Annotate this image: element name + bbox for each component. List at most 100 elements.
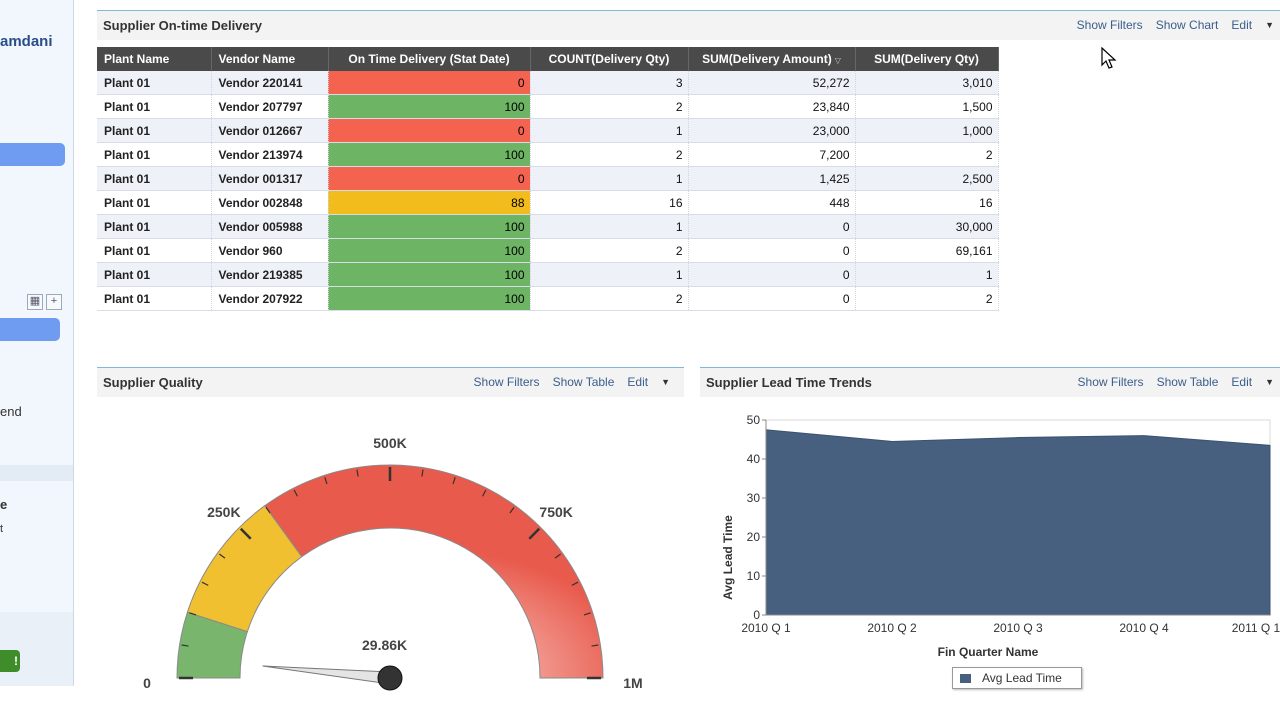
chevron-down-icon[interactable]: ▼ bbox=[1265, 20, 1274, 30]
table-row[interactable]: Plant 01 Vendor 220141 0 3 52,272 3,010 bbox=[97, 71, 999, 95]
column-header-count[interactable]: COUNT(Delivery Qty) bbox=[530, 47, 689, 71]
cell-plant: Plant 01 bbox=[97, 166, 212, 191]
chevron-down-icon[interactable]: ▼ bbox=[1265, 377, 1274, 387]
edit-link[interactable]: Edit bbox=[1231, 18, 1253, 32]
cell-otd-status: 100 bbox=[328, 262, 531, 287]
gauge-minor-tick bbox=[509, 506, 515, 514]
sidebar-text-t: t bbox=[0, 523, 4, 535]
cell-plant: Plant 01 bbox=[97, 286, 212, 311]
gauge-minor-tick bbox=[201, 581, 209, 586]
cell-amount: 52,272 bbox=[688, 71, 856, 95]
sidebar-text-e: e bbox=[0, 497, 8, 512]
sidebar-selected-item-2[interactable] bbox=[0, 318, 60, 341]
cell-amount: 0 bbox=[688, 262, 856, 287]
gauge-band-2 bbox=[264, 464, 604, 679]
cell-vendor: Vendor 960 bbox=[211, 238, 329, 263]
area-series-avg-lead-time[interactable] bbox=[765, 429, 1271, 616]
cell-otd-status: 0 bbox=[328, 71, 531, 95]
column-header-amount[interactable]: SUM(Delivery Amount) ▽ bbox=[688, 47, 856, 71]
lead-panel-header: Supplier Lead Time Trends Show Filters S… bbox=[700, 367, 1280, 397]
cell-plant: Plant 01 bbox=[97, 262, 212, 287]
quality-panel-actions: Show Filters Show Table Edit ▼ bbox=[474, 375, 684, 389]
cell-vendor: Vendor 213974 bbox=[211, 142, 329, 167]
column-header-vendor[interactable]: Vendor Name bbox=[211, 47, 329, 71]
gauge-minor-tick bbox=[482, 489, 487, 497]
sort-descending-icon[interactable]: ▽ bbox=[834, 56, 841, 65]
table-row[interactable]: Plant 01 Vendor 012667 0 1 23,000 1,000 bbox=[97, 118, 999, 143]
column-header-qty[interactable]: SUM(Delivery Qty) bbox=[855, 47, 999, 71]
cell-qty: 2 bbox=[855, 286, 999, 311]
table-icon[interactable]: ▦ bbox=[27, 294, 43, 310]
y-tick-label: 0 bbox=[753, 608, 760, 622]
column-header-plant[interactable]: Plant Name bbox=[97, 47, 212, 71]
show-table-link[interactable]: Show Table bbox=[552, 375, 615, 389]
y-tick-label: 50 bbox=[747, 413, 761, 427]
cell-qty: 69,161 bbox=[855, 238, 999, 263]
delivery-panel-title: Supplier On-time Delivery bbox=[103, 18, 262, 33]
cell-amount: 23,000 bbox=[688, 118, 856, 143]
table-row[interactable]: Plant 01 Vendor 207797 100 2 23,840 1,500 bbox=[97, 94, 999, 119]
cell-count: 1 bbox=[530, 262, 689, 287]
show-filters-link[interactable]: Show Filters bbox=[473, 375, 540, 389]
gauge-minor-tick bbox=[324, 477, 328, 485]
plus-icon[interactable]: + bbox=[46, 294, 62, 310]
sidebar-text-end[interactable]: end bbox=[0, 404, 22, 419]
table-row[interactable]: Plant 01 Vendor 213974 100 2 7,200 2 bbox=[97, 142, 999, 167]
cell-amount: 1,425 bbox=[688, 166, 856, 191]
cell-otd-status: 100 bbox=[328, 94, 531, 119]
column-header-otd[interactable]: On Time Delivery (Stat Date) bbox=[328, 47, 531, 71]
chevron-down-icon[interactable]: ▼ bbox=[661, 377, 670, 387]
gauge-major-tick bbox=[528, 527, 541, 540]
gauge-needle bbox=[262, 665, 392, 685]
show-filters-link[interactable]: Show Filters bbox=[1076, 18, 1143, 32]
sidebar-selected-item[interactable] bbox=[0, 143, 65, 166]
cell-qty: 3,010 bbox=[855, 71, 999, 95]
table-row[interactable]: Plant 01 Vendor 001317 0 1 1,425 2,500 bbox=[97, 166, 999, 191]
cell-otd-status: 100 bbox=[328, 238, 531, 263]
show-table-link[interactable]: Show Table bbox=[1156, 375, 1219, 389]
table-row[interactable]: Plant 01 Vendor 002848 88 16 448 16 bbox=[97, 190, 999, 215]
left-sidebar: amdani ▦ + end e t ! bbox=[0, 0, 74, 686]
cell-qty: 1,000 bbox=[855, 118, 999, 143]
cell-qty: 1,500 bbox=[855, 94, 999, 119]
table-row[interactable]: Plant 01 Vendor 005988 100 1 0 30,000 bbox=[97, 214, 999, 239]
cell-otd-status: 100 bbox=[328, 286, 531, 311]
table-row[interactable]: Plant 01 Vendor 219385 100 1 0 1 bbox=[97, 262, 999, 287]
x-axis-title: Fin Quarter Name bbox=[938, 645, 1039, 659]
gauge-minor-tick bbox=[265, 506, 271, 514]
show-chart-link[interactable]: Show Chart bbox=[1155, 18, 1219, 32]
edit-link[interactable]: Edit bbox=[1231, 375, 1253, 389]
table-row[interactable]: Plant 01 Vendor 960 100 2 0 69,161 bbox=[97, 238, 999, 263]
gauge-minor-tick bbox=[293, 489, 298, 497]
cell-qty: 16 bbox=[855, 190, 999, 215]
cell-plant: Plant 01 bbox=[97, 190, 212, 215]
cell-qty: 1 bbox=[855, 262, 999, 287]
cell-count: 2 bbox=[530, 142, 689, 167]
gauge-minor-tick bbox=[181, 644, 189, 647]
gauge-tick-label: 500K bbox=[373, 435, 406, 451]
y-axis-title: Avg Lead Time bbox=[721, 515, 735, 600]
gauge-minor-tick bbox=[421, 469, 424, 477]
cell-qty: 2 bbox=[855, 142, 999, 167]
cell-count: 16 bbox=[530, 190, 689, 215]
cell-otd-status: 0 bbox=[328, 118, 531, 143]
cell-vendor: Vendor 207922 bbox=[211, 286, 329, 311]
sidebar-green-button[interactable]: ! bbox=[0, 650, 20, 672]
cell-count: 2 bbox=[530, 286, 689, 311]
chart-legend[interactable]: Avg Lead Time bbox=[952, 667, 1082, 689]
gauge-minor-tick bbox=[583, 612, 591, 616]
quality-panel-header: Supplier Quality Show Filters Show Table… bbox=[97, 367, 684, 397]
cell-plant: Plant 01 bbox=[97, 118, 212, 143]
gauge-minor-tick bbox=[554, 553, 562, 559]
gauge-tick-label: 1M bbox=[623, 675, 642, 691]
cell-count: 2 bbox=[530, 238, 689, 263]
cell-qty: 2,500 bbox=[855, 166, 999, 191]
gauge-minor-tick bbox=[571, 581, 579, 586]
show-filters-link[interactable]: Show Filters bbox=[1077, 375, 1144, 389]
gauge-tick-label: 0 bbox=[143, 675, 151, 691]
cell-amount: 23,840 bbox=[688, 94, 856, 119]
gauge-minor-tick bbox=[356, 469, 359, 477]
mouse-cursor-icon bbox=[1101, 47, 1117, 69]
edit-link[interactable]: Edit bbox=[627, 375, 649, 389]
table-row[interactable]: Plant 01 Vendor 207922 100 2 0 2 bbox=[97, 286, 999, 311]
